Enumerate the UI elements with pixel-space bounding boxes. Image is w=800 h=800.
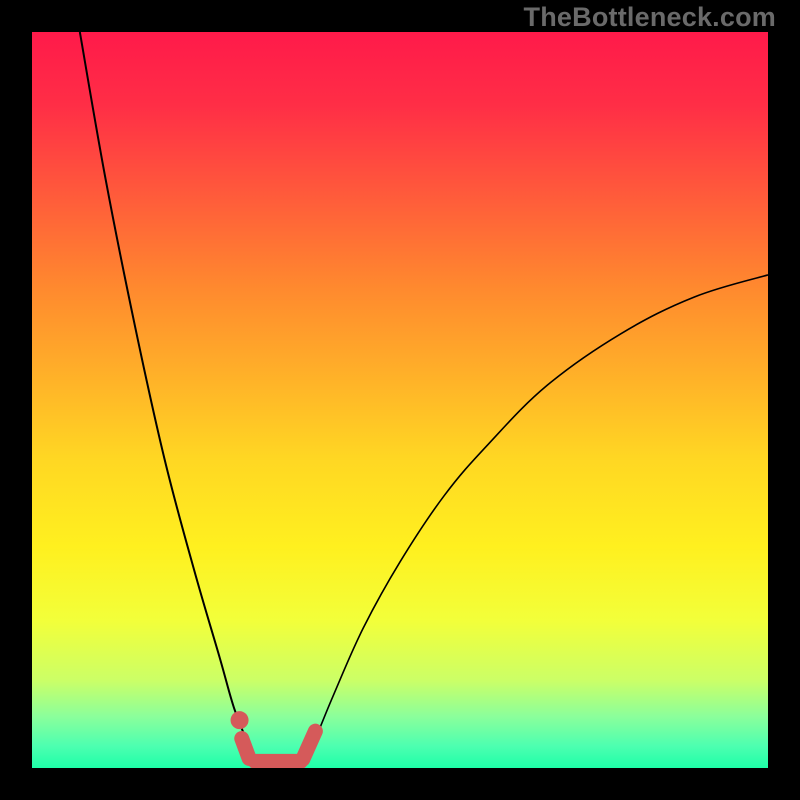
chart-frame: TheBottleneck.com — [0, 0, 800, 800]
watermark-text: TheBottleneck.com — [524, 2, 776, 33]
curve-layer — [0, 0, 800, 800]
highlight-rise — [303, 731, 316, 759]
right-curve — [304, 275, 768, 761]
highlight-dash — [242, 739, 249, 759]
highlight-marker — [231, 711, 249, 729]
left-curve — [80, 32, 257, 761]
